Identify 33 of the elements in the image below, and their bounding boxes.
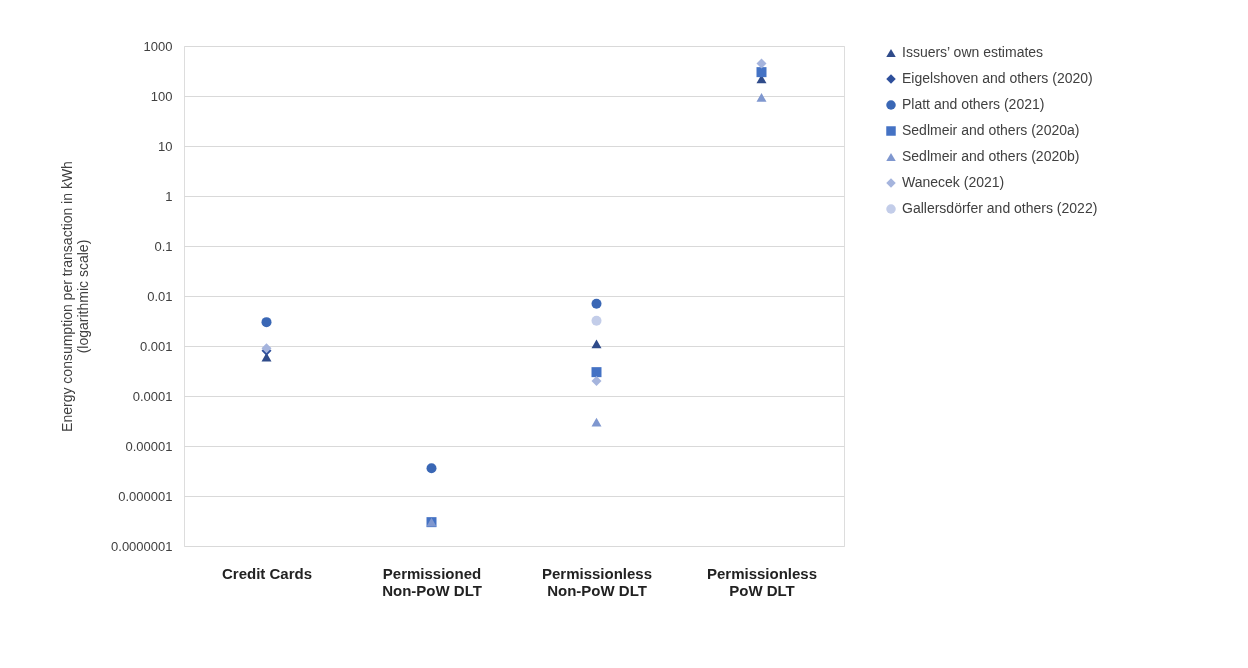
y-tick-label: 0.001 xyxy=(139,338,173,354)
point xyxy=(591,298,602,309)
point xyxy=(591,339,602,349)
point xyxy=(591,367,602,378)
point xyxy=(591,375,602,386)
y-tick-label: 1 xyxy=(165,188,173,204)
legend-label: Issuers’ own estimates xyxy=(902,44,1044,60)
point xyxy=(756,93,767,102)
legend-label: Platt and others (2021) xyxy=(902,96,1045,112)
y-tick-label: 0.0001 xyxy=(132,388,173,404)
x-tick-label: Permissioned Non-PoW DLT xyxy=(382,564,482,599)
legend-label: Gallersdörfer and others (2022) xyxy=(902,200,1098,216)
y-tick-label: 0.0000001 xyxy=(111,538,173,554)
legend-label: Wanecek (2021) xyxy=(902,174,1005,190)
point xyxy=(426,463,437,474)
legend-label: Eigelshoven and others (2020) xyxy=(902,70,1093,86)
y-axis-title: Energy consumption per transaction in kWh (logarithmic scale) xyxy=(59,161,92,432)
y-tick-label: 100 xyxy=(150,88,173,104)
x-tick-label: Permissionless PoW DLT xyxy=(706,564,818,599)
point xyxy=(591,315,602,326)
point xyxy=(261,317,272,328)
y-tick-label: 0.01 xyxy=(147,288,173,304)
y-tick-label: 10 xyxy=(158,138,173,154)
point xyxy=(756,58,767,69)
y-tick-label: 0.00001 xyxy=(125,438,173,454)
legend-label: Sedlmeir and others (2020a) xyxy=(902,122,1080,138)
y-tick-label: 0.000001 xyxy=(118,488,173,504)
x-tick-label: Permissionless Non-PoW DLT xyxy=(541,564,653,599)
legend-label: Sedlmeir and others (2020b) xyxy=(902,148,1080,164)
point xyxy=(756,67,767,78)
y-tick-label: 0.1 xyxy=(154,238,173,254)
x-tick-label: Credit Cards xyxy=(221,564,313,582)
y-tick-label: 1000 xyxy=(143,38,173,54)
